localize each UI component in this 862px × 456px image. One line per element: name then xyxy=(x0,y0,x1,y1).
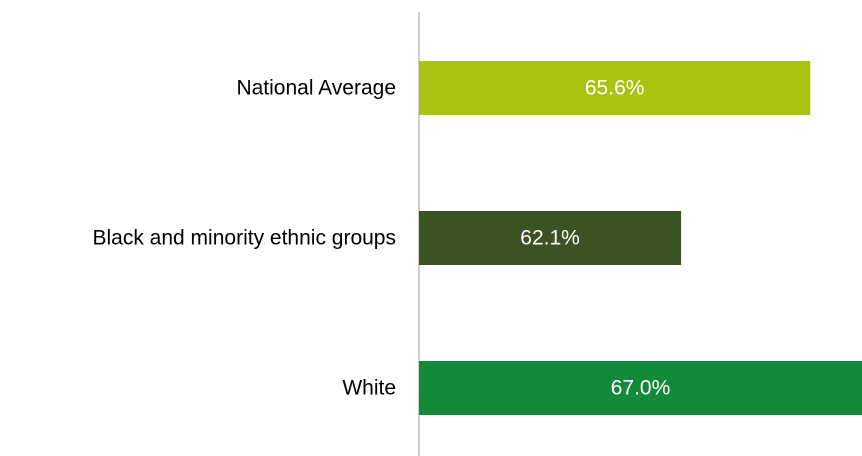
value-label-white: 67.0% xyxy=(611,377,671,400)
value-label-national-average: 65.6% xyxy=(585,77,645,100)
bars-group: National Average 65.6% Black and minority … xyxy=(93,61,862,415)
category-label-white: White xyxy=(342,377,396,400)
bar-black-and-minority-ethnic-groups xyxy=(419,211,682,265)
bar-white xyxy=(419,361,862,415)
category-label-black-and-minority-ethnic-groups: Black and minority ethnic groups xyxy=(93,227,397,250)
category-label-national-average: National Average xyxy=(236,77,396,100)
bar-national-average xyxy=(419,61,811,115)
value-label-black-and-minority-ethnic-groups: 62.1% xyxy=(520,227,580,250)
